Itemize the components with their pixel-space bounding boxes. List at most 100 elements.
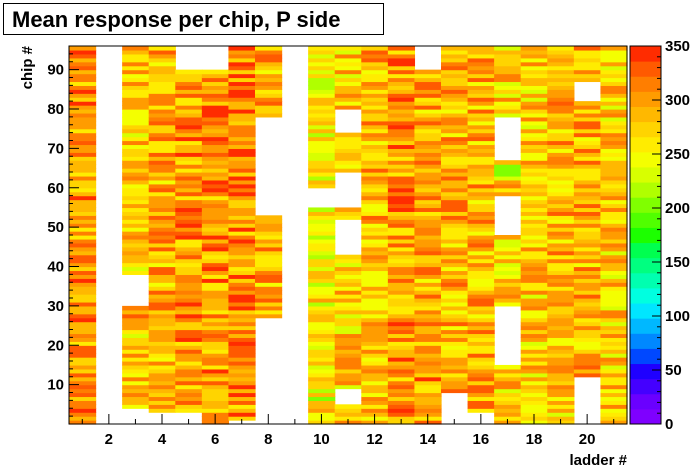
heatmap-cell bbox=[228, 231, 256, 236]
heatmap-cell bbox=[69, 290, 97, 295]
heatmap-cell bbox=[361, 357, 389, 362]
heatmap-cell bbox=[175, 152, 203, 157]
heatmap-cell bbox=[175, 262, 203, 268]
heatmap-cell bbox=[255, 77, 283, 83]
heatmap-cell bbox=[441, 136, 469, 142]
heatmap-cell bbox=[69, 309, 97, 315]
x-tick-label: 4 bbox=[158, 431, 167, 448]
heatmap-cell bbox=[148, 116, 176, 122]
heatmap-cell bbox=[334, 215, 362, 220]
heatmap-cell bbox=[520, 227, 548, 232]
heatmap-cell bbox=[467, 69, 495, 75]
heatmap-cell bbox=[520, 392, 548, 398]
heatmap-cell bbox=[122, 203, 150, 209]
heatmap-cell bbox=[494, 179, 522, 185]
heatmap-cell bbox=[255, 238, 283, 244]
heatmap-cell bbox=[308, 309, 336, 315]
heatmap-cell bbox=[441, 191, 469, 197]
heatmap-cell bbox=[69, 207, 97, 212]
heatmap-cell bbox=[148, 77, 176, 83]
heatmap-cell bbox=[441, 53, 469, 59]
heatmap-cell bbox=[467, 384, 495, 390]
heatmap-cell bbox=[334, 349, 362, 354]
heatmap-cell bbox=[414, 384, 442, 390]
heatmap-cell bbox=[520, 357, 548, 362]
heatmap-cell bbox=[600, 160, 628, 165]
heatmap-cell bbox=[494, 112, 522, 118]
heatmap-cell bbox=[361, 372, 389, 378]
heatmap-cell bbox=[600, 65, 628, 71]
heatmap-cell bbox=[361, 333, 389, 338]
heatmap-cell bbox=[201, 219, 230, 224]
heatmap-cell bbox=[361, 179, 389, 185]
heatmap-cell bbox=[175, 211, 203, 216]
heatmap-cell bbox=[573, 278, 602, 283]
heatmap-cell bbox=[122, 195, 150, 201]
heatmap-cell bbox=[334, 404, 362, 409]
heatmap-cell bbox=[122, 357, 150, 362]
heatmap-cell bbox=[573, 266, 602, 272]
heatmap-cell bbox=[547, 372, 575, 378]
heatmap-cell bbox=[148, 305, 176, 311]
heatmap-cell bbox=[201, 246, 230, 252]
x-tick-label: 10 bbox=[313, 431, 330, 448]
heatmap-cell bbox=[201, 128, 230, 134]
heatmap-cell bbox=[441, 278, 469, 283]
heatmap-cell bbox=[69, 89, 97, 94]
heatmap-cell bbox=[467, 61, 495, 67]
heatmap-cell bbox=[414, 105, 442, 110]
heatmap-cell bbox=[334, 364, 362, 370]
heatmap-cell bbox=[387, 61, 416, 67]
heatmap-cell bbox=[414, 101, 442, 106]
heatmap-cell bbox=[201, 223, 230, 228]
heatmap-cell bbox=[547, 404, 575, 409]
heatmap-cell bbox=[201, 294, 230, 299]
heatmap-cell bbox=[361, 254, 389, 260]
heatmap-cell bbox=[334, 337, 362, 342]
color-bar-label: 200 bbox=[665, 200, 690, 217]
heatmap-cell bbox=[308, 89, 336, 94]
heatmap-cell bbox=[441, 65, 469, 71]
heatmap-cell bbox=[494, 408, 522, 413]
heatmap-cell bbox=[228, 187, 256, 193]
heatmap-cell bbox=[361, 353, 389, 358]
heatmap-cell bbox=[414, 368, 442, 374]
heatmap-cell bbox=[520, 124, 548, 130]
heatmap-cell bbox=[175, 136, 203, 142]
heatmap-cell bbox=[228, 49, 256, 55]
heatmap-cell bbox=[414, 175, 442, 181]
heatmap-cell bbox=[547, 408, 575, 413]
heatmap-cell bbox=[573, 195, 602, 201]
heatmap-cell bbox=[361, 270, 389, 275]
heatmap-cell bbox=[414, 321, 442, 327]
heatmap-cell bbox=[122, 116, 150, 122]
heatmap-cell bbox=[441, 211, 469, 216]
heatmap-cell bbox=[547, 392, 575, 398]
heatmap-cell bbox=[201, 341, 230, 346]
heatmap-cell bbox=[175, 231, 203, 236]
heatmap-cell bbox=[361, 69, 389, 75]
heatmap-cell bbox=[414, 199, 442, 205]
heatmap-cell bbox=[69, 77, 97, 83]
heatmap-cell bbox=[467, 258, 495, 264]
heatmap-cell bbox=[148, 227, 176, 232]
heatmap-cell bbox=[600, 168, 628, 173]
heatmap-cell bbox=[175, 258, 203, 264]
heatmap-cell bbox=[308, 286, 336, 291]
heatmap-cell bbox=[334, 152, 362, 157]
heatmap-cell bbox=[387, 412, 416, 417]
heatmap-cell bbox=[573, 274, 602, 279]
heatmap-cell bbox=[122, 172, 150, 177]
heatmap-cell bbox=[573, 77, 602, 83]
heatmap-cell bbox=[520, 46, 548, 51]
heatmap-cell bbox=[520, 152, 548, 157]
heatmap-cell bbox=[467, 168, 495, 173]
heatmap-cell bbox=[228, 238, 256, 244]
heatmap-cell bbox=[573, 183, 602, 189]
heatmap-cell bbox=[122, 250, 150, 256]
heatmap-cell bbox=[414, 282, 442, 287]
heatmap-cell bbox=[122, 321, 150, 327]
heatmap-cell bbox=[201, 156, 230, 161]
heatmap-cell bbox=[228, 290, 256, 295]
heatmap-cell bbox=[573, 160, 602, 165]
